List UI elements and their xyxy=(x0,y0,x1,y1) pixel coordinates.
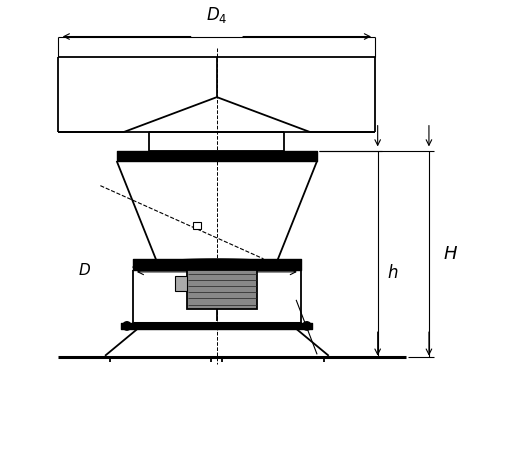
Text: $h$: $h$ xyxy=(387,264,399,282)
Text: $D$: $D$ xyxy=(78,262,91,278)
Bar xyxy=(175,276,187,290)
Text: $H$: $H$ xyxy=(443,245,458,263)
Text: $D_4$: $D_4$ xyxy=(206,5,228,25)
Bar xyxy=(193,221,201,229)
Circle shape xyxy=(123,322,131,330)
Bar xyxy=(187,269,256,309)
Circle shape xyxy=(303,322,311,330)
